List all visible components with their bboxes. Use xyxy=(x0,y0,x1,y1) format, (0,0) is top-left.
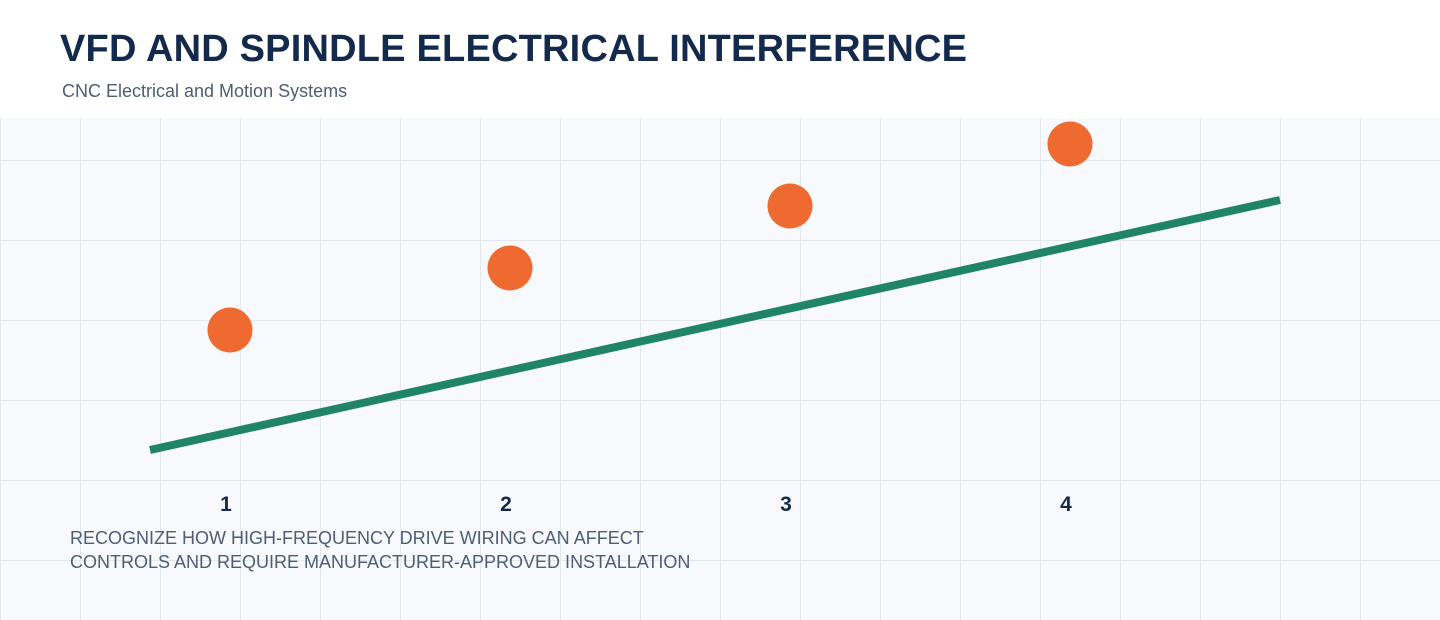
caption-line-2: CONTROLS AND REQUIRE MANUFACTURER-APPROV… xyxy=(70,552,691,572)
step-number-4: 4 xyxy=(1060,493,1072,516)
step-number-2: 2 xyxy=(500,493,512,516)
step-marker-2 xyxy=(487,245,533,291)
page-subtitle: CNC Electrical and Motion Systems xyxy=(62,81,348,101)
step-marker-1 xyxy=(207,307,253,353)
trend-line xyxy=(149,196,1281,454)
page-title: VFD AND SPINDLE ELECTRICAL INTERFERENCE xyxy=(60,28,968,70)
step-number-3: 3 xyxy=(780,493,792,516)
caption-line-1: RECOGNIZE HOW HIGH-FREQUENCY DRIVE WIRIN… xyxy=(70,528,644,548)
step-marker-4 xyxy=(1047,121,1093,167)
grid-background xyxy=(0,118,1440,620)
step-marker-3 xyxy=(767,183,813,229)
diagram-caption: RECOGNIZE HOW HIGH-FREQUENCY DRIVE WIRIN… xyxy=(70,526,830,574)
header: VFD AND SPINDLE ELECTRICAL INTERFERENCE … xyxy=(0,0,1440,118)
step-number-1: 1 xyxy=(220,493,232,516)
